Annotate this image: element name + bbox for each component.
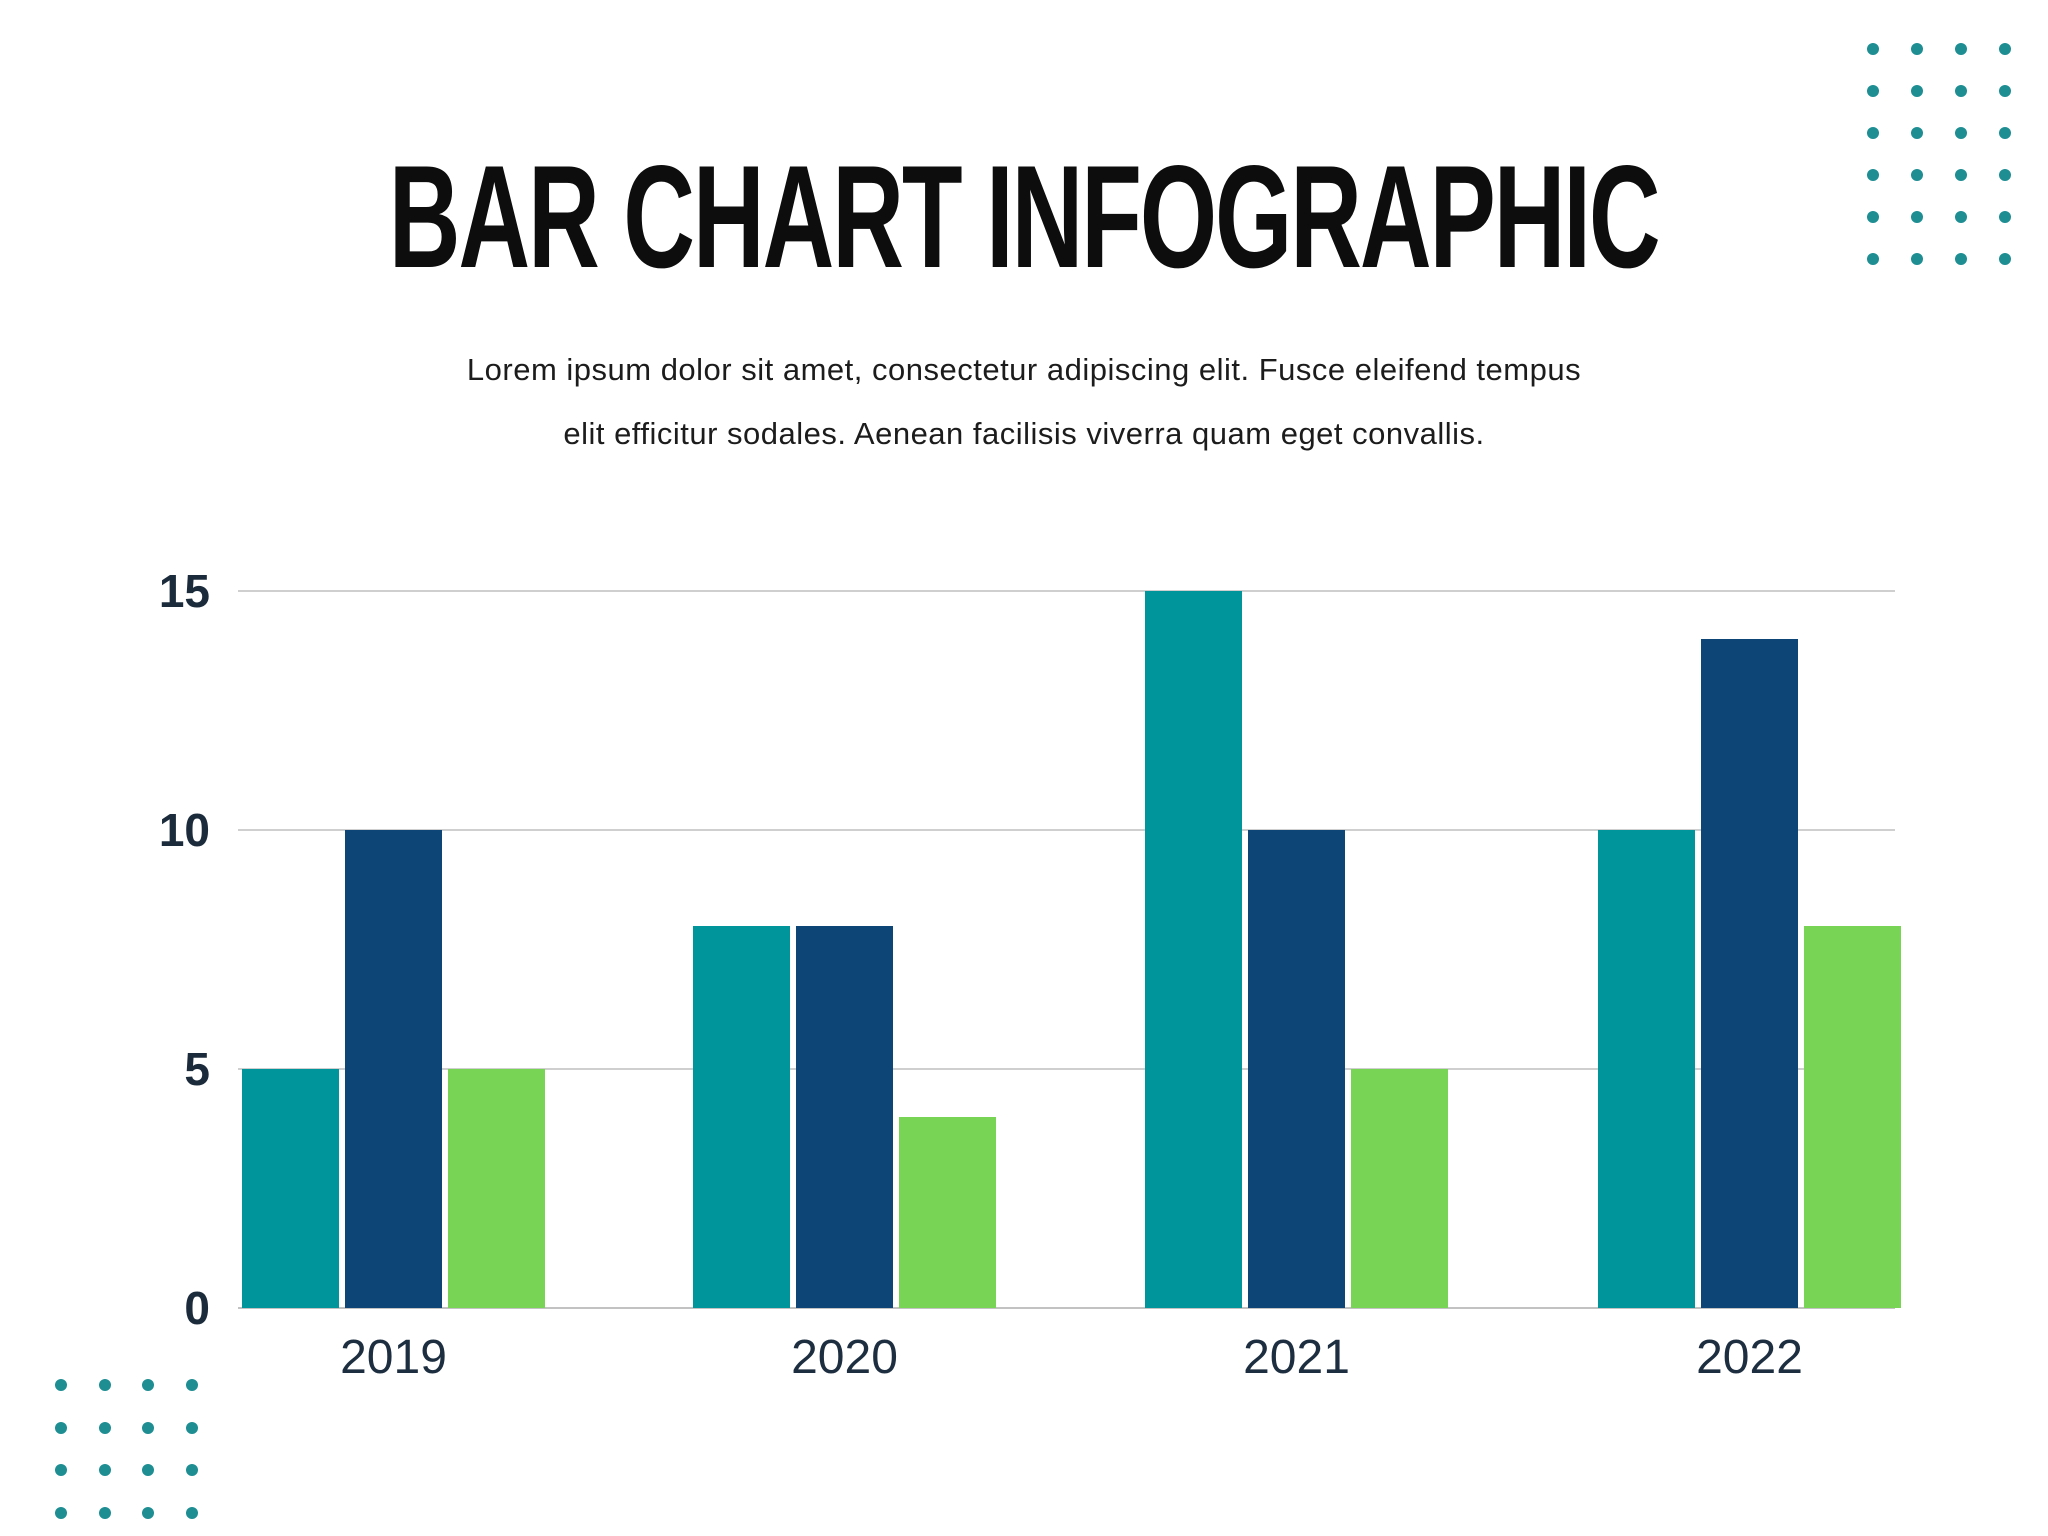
bar-green-2020 — [899, 1116, 996, 1308]
page-title-text: BAR CHART INFOGRAPHIC — [389, 135, 1661, 298]
gridline-5 — [238, 1068, 1895, 1070]
decorative-dot — [185, 1507, 198, 1520]
bar-teal-2020 — [693, 925, 790, 1308]
decorative-dot — [1867, 211, 1879, 223]
gridline-10 — [238, 829, 1895, 831]
decorative-dot — [98, 1421, 111, 1434]
decorative-dot — [1911, 43, 1923, 55]
decorative-dot — [1999, 253, 2011, 265]
bar-navy-2019 — [345, 830, 442, 1308]
decorative-dot — [185, 1464, 198, 1477]
decorative-dot — [55, 1507, 67, 1520]
decorative-dot — [1911, 85, 1923, 97]
bar-green-2019 — [448, 1069, 545, 1308]
bar-navy-2021 — [1248, 830, 1345, 1308]
bar-green-2022 — [1804, 925, 1901, 1308]
decorative-dot — [142, 1464, 154, 1477]
decorative-dot — [185, 1421, 198, 1434]
decorative-dot — [1999, 85, 2011, 97]
bar-teal-2021 — [1145, 591, 1242, 1308]
decorative-dot — [1867, 169, 1879, 181]
decorative-dot — [1955, 253, 1967, 265]
bar-green-2021 — [1351, 1069, 1448, 1308]
decorative-dot — [1911, 127, 1923, 139]
subtitle: Lorem ipsum dolor sit amet, consectetur … — [0, 338, 2048, 466]
x-axis-label-2020: 2020 — [791, 1331, 898, 1384]
decorative-dot — [1955, 85, 1967, 97]
y-axis-label-10: 10 — [158, 804, 210, 856]
decorative-dot — [142, 1421, 154, 1434]
decorative-dot — [1911, 211, 1923, 223]
y-axis-label-0: 0 — [184, 1282, 210, 1334]
decorative-dot — [98, 1507, 111, 1520]
y-axis-label-15: 15 — [158, 565, 210, 617]
decorative-dot — [1999, 211, 2011, 223]
subtitle-line-2: elit efficitur sodales. Aenean facilisis… — [563, 416, 1485, 451]
decorative-dot — [98, 1464, 111, 1477]
bar-teal-2022 — [1598, 830, 1695, 1308]
y-axis-label-5: 5 — [184, 1043, 210, 1095]
x-axis-label-2019: 2019 — [340, 1331, 447, 1384]
x-axis-label-2022: 2022 — [1696, 1331, 1803, 1384]
decorative-dot — [185, 1379, 198, 1391]
decorative-dot — [142, 1379, 154, 1391]
decorative-dot — [142, 1507, 154, 1520]
bar-teal-2019 — [242, 1069, 339, 1308]
decorative-dot — [1911, 169, 1923, 181]
decorative-dot — [1999, 127, 2011, 139]
decorative-dot — [55, 1421, 67, 1434]
decorative-dot — [1911, 253, 1923, 265]
decorative-dot — [1867, 85, 1879, 97]
decorative-dot — [55, 1379, 67, 1391]
decorative-dot — [98, 1379, 111, 1391]
decorative-dot — [1999, 169, 2011, 181]
decorative-dot — [1955, 127, 1967, 139]
decorative-dot — [1955, 43, 1967, 55]
subtitle-line-1: Lorem ipsum dolor sit amet, consectetur … — [466, 352, 1582, 387]
decorative-dot — [1955, 169, 1967, 181]
x-axis-line — [238, 1307, 1895, 1309]
decorative-dot — [1867, 127, 1879, 139]
x-axis-label-2021: 2021 — [1243, 1331, 1350, 1384]
decorative-dot — [1867, 253, 1879, 265]
decorative-dot — [1867, 43, 1879, 55]
decorative-dot — [55, 1464, 67, 1477]
gridline-15 — [238, 590, 1895, 592]
bar-navy-2020 — [796, 925, 893, 1308]
page-title: BAR CHART INFOGRAPHIC — [0, 144, 2048, 290]
decorative-dot — [1955, 211, 1967, 223]
bar-navy-2022 — [1701, 638, 1798, 1308]
decorative-dot — [1999, 43, 2011, 55]
